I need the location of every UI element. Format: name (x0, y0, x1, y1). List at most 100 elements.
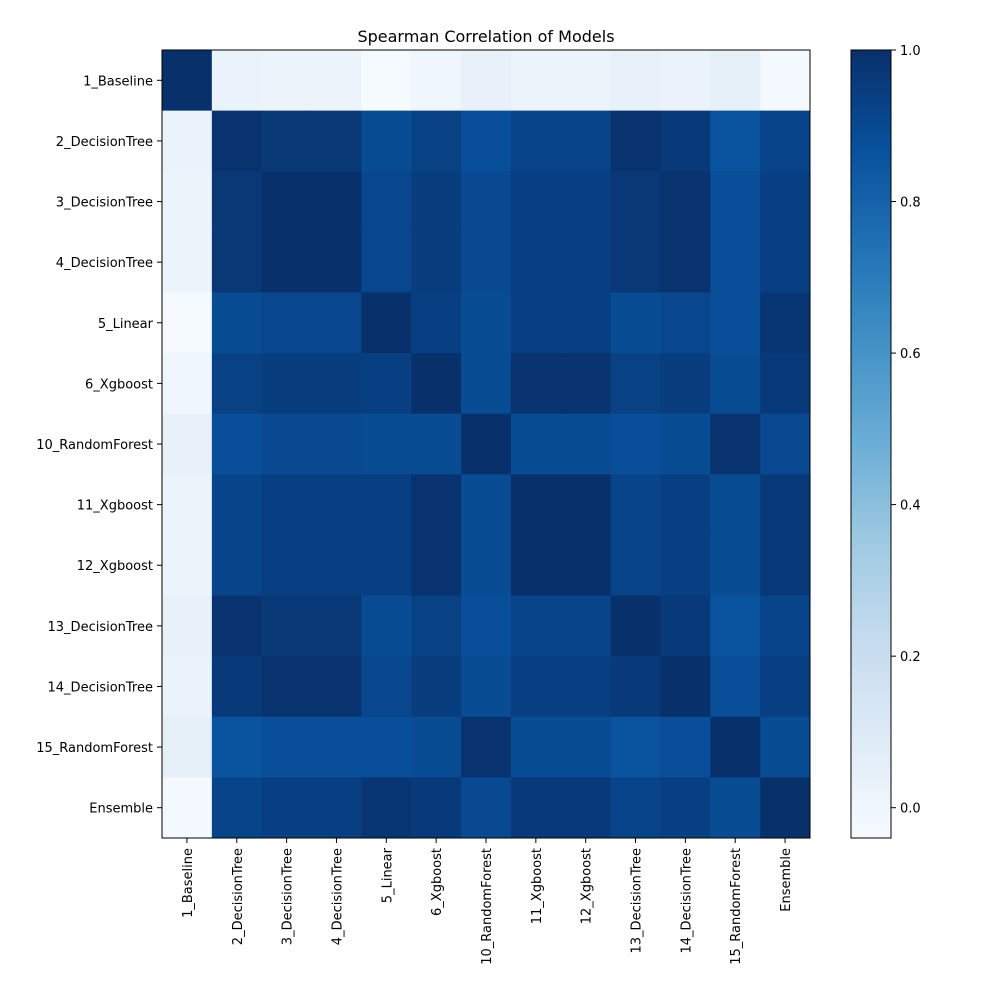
heatmap-cell-0-5 (411, 50, 462, 112)
heatmap-cell-8-2 (261, 534, 313, 597)
heatmap-cell-9-12 (760, 595, 811, 657)
heatmap-cell-9-2 (261, 595, 313, 657)
heatmap-cell-3-7 (510, 231, 562, 293)
heatmap-cell-7-10 (660, 474, 711, 536)
heatmap-cell-8-12 (760, 534, 811, 597)
heatmap-cell-0-10 (660, 50, 711, 112)
heatmap-cell-10-4 (361, 656, 412, 718)
heatmap-cell-4-8 (560, 292, 612, 354)
heatmap-cells (162, 50, 811, 839)
heatmap-cell-12-10 (660, 777, 711, 839)
heatmap-cell-4-12 (760, 292, 811, 354)
heatmap-cell-11-6 (461, 716, 512, 778)
heatmap-cell-9-7 (510, 595, 562, 657)
heatmap-cell-12-8 (560, 777, 612, 839)
heatmap-cell-6-5 (411, 413, 462, 475)
heatmap-cell-6-2 (261, 413, 313, 475)
x-tick-label: 13_DecisionTree (630, 848, 645, 953)
heatmap-cell-12-7 (510, 777, 562, 839)
heatmap-cell-5-10 (660, 353, 711, 415)
heatmap-cell-7-7 (510, 474, 562, 536)
heatmap-cell-10-7 (510, 656, 562, 718)
heatmap-cell-10-12 (760, 656, 811, 718)
x-tick-label: 5_Linear (380, 847, 395, 903)
heatmap-cell-4-5 (411, 292, 462, 354)
heatmap-cell-0-0 (162, 50, 213, 112)
heatmap-cell-12-4 (361, 777, 412, 839)
heatmap-cell-3-2 (261, 231, 313, 293)
y-tick-label: 15_RandomForest (36, 741, 153, 756)
y-tick-label: 1_Baseline (83, 74, 153, 89)
heatmap-cell-2-4 (361, 171, 412, 233)
heatmap-cell-7-4 (361, 474, 412, 536)
heatmap-cell-5-4 (361, 353, 412, 415)
heatmap-cell-3-5 (411, 231, 462, 293)
heatmap-cell-0-4 (361, 50, 412, 112)
x-tick-label: 4_DecisionTree (330, 848, 345, 945)
heatmap-cell-5-11 (710, 353, 761, 415)
heatmap-cell-6-7 (510, 413, 562, 475)
heatmap-cell-10-10 (660, 656, 711, 718)
heatmap-cell-5-5 (411, 353, 462, 415)
heatmap-cell-12-1 (211, 777, 263, 839)
heatmap-cell-6-12 (760, 413, 811, 475)
heatmap-cell-7-5 (411, 474, 462, 536)
x-tick-label: 11_Xgboost (530, 848, 545, 924)
heatmap-cell-10-8 (560, 656, 612, 718)
heatmap-cell-0-3 (311, 50, 362, 112)
heatmap-cell-6-10 (660, 413, 711, 475)
heatmap-cell-5-0 (162, 353, 213, 415)
heatmap-cell-3-0 (162, 231, 213, 293)
heatmap-cell-7-3 (311, 474, 362, 536)
heatmap-cell-1-8 (560, 110, 612, 172)
y-tick-label: 11_Xgboost (77, 499, 153, 514)
heatmap-cell-11-2 (261, 716, 313, 778)
y-tick-label: 12_Xgboost (77, 559, 153, 574)
x-tick-label: 6_Xgboost (430, 848, 445, 916)
heatmap-cell-11-1 (211, 716, 263, 778)
heatmap-cell-3-4 (361, 231, 412, 293)
heatmap-cell-5-6 (461, 353, 512, 415)
heatmap-cell-12-3 (311, 777, 362, 839)
heatmap-cell-3-6 (461, 231, 512, 293)
heatmap-cell-12-9 (610, 777, 661, 839)
heatmap-cell-6-11 (710, 413, 761, 475)
x-tick-label: 10_RandomForest (480, 848, 495, 965)
heatmap-cell-2-7 (510, 171, 562, 233)
heatmap-cell-6-4 (361, 413, 412, 475)
heatmap-cell-3-11 (710, 231, 761, 293)
heatmap-cell-0-7 (510, 50, 562, 112)
heatmap-cell-4-1 (211, 292, 263, 354)
x-tick-label: 3_DecisionTree (281, 848, 296, 945)
heatmap-cell-6-8 (560, 413, 612, 475)
heatmap-cell-6-6 (461, 413, 512, 475)
colorbar-ticks: 0.0 0.2 0.4 0.6 0.8 1.0 (891, 44, 921, 817)
heatmap-cell-5-9 (610, 353, 661, 415)
heatmap-cell-12-5 (411, 777, 462, 839)
heatmap-cell-10-6 (461, 656, 512, 718)
heatmap-cell-7-6 (461, 474, 512, 536)
heatmap-cell-10-11 (710, 656, 761, 718)
heatmap-cell-1-9 (610, 110, 661, 172)
heatmap-cell-7-0 (162, 474, 213, 536)
heatmap-cell-12-2 (261, 777, 313, 839)
heatmap-cell-11-12 (760, 716, 811, 778)
heatmap-cell-0-12 (760, 50, 811, 112)
heatmap-cell-3-8 (560, 231, 612, 293)
heatmap-cell-2-8 (560, 171, 612, 233)
heatmap-cell-5-8 (560, 353, 612, 415)
heatmap-cell-5-3 (311, 353, 362, 415)
heatmap-cell-4-0 (162, 292, 213, 354)
heatmap-cell-4-10 (660, 292, 711, 354)
heatmap-cell-4-6 (461, 292, 512, 354)
heatmap-cell-8-11 (710, 534, 761, 597)
heatmap-cell-8-3 (311, 534, 362, 597)
heatmap-cell-0-6 (461, 50, 512, 112)
y-tick-label: 14_DecisionTree (48, 680, 153, 695)
heatmap-cell-8-1 (211, 534, 263, 597)
heatmap-cell-2-3 (311, 171, 362, 233)
heatmap-cell-10-9 (610, 656, 661, 718)
y-tick-label: 13_DecisionTree (48, 620, 153, 635)
x-tick-label: 12_Xgboost (580, 848, 595, 924)
heatmap-cell-5-12 (760, 353, 811, 415)
